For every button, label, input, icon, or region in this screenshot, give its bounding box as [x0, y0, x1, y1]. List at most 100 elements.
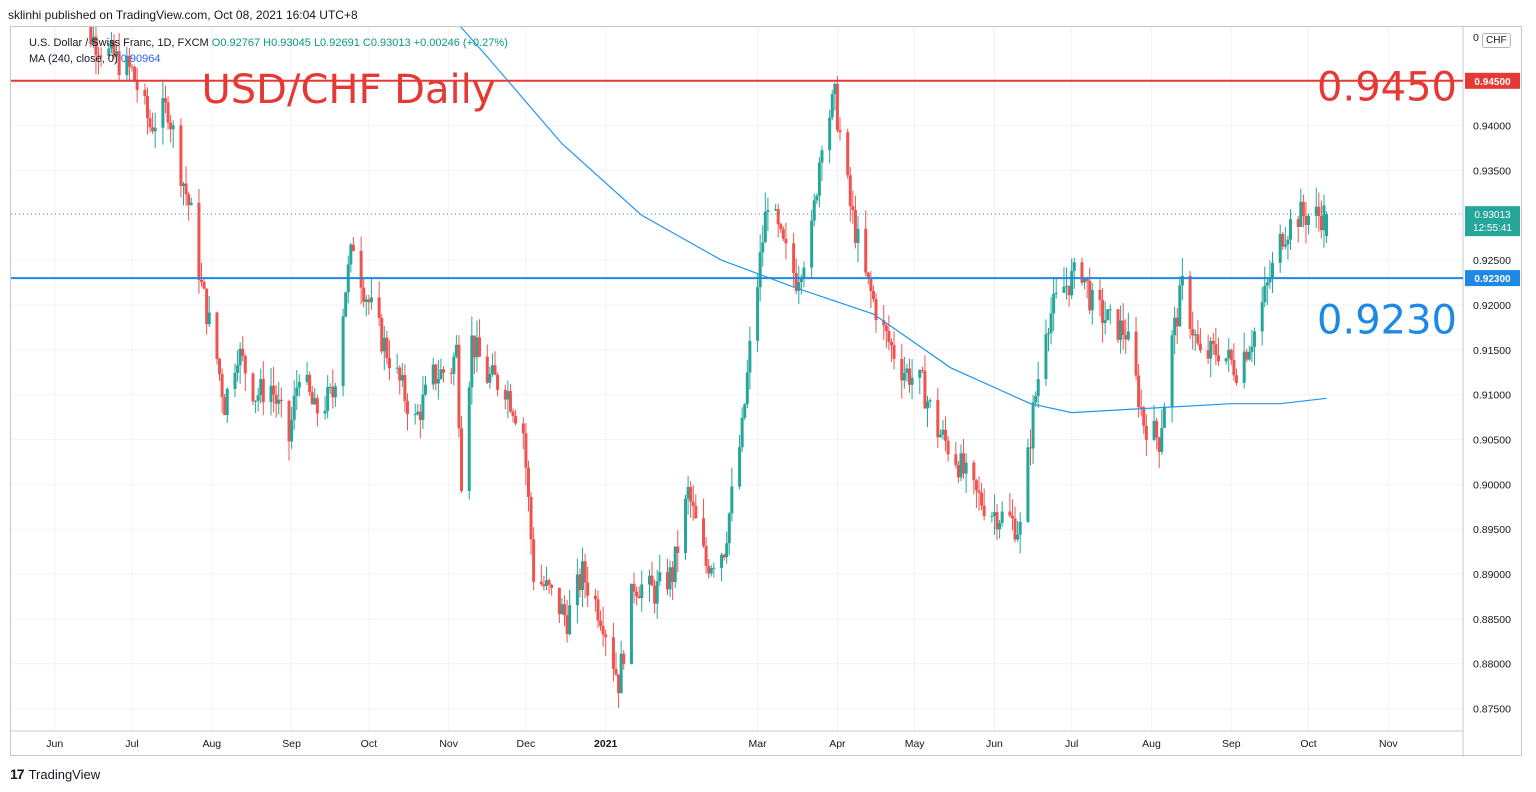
candle-up [926, 401, 930, 409]
candle-up [1252, 331, 1256, 347]
candle-up [709, 568, 713, 574]
candle-down [694, 505, 698, 519]
candle-down [135, 81, 139, 90]
candle-up [467, 387, 471, 491]
candle-up [295, 387, 299, 396]
candle-down [130, 66, 134, 68]
candle-down [179, 125, 183, 186]
candle-down [385, 337, 389, 359]
candle-up [107, 48, 111, 56]
time-tick-label: Aug [202, 738, 221, 750]
candle-up [761, 242, 765, 253]
candle-down [995, 512, 999, 530]
time-tick-label: 2021 [594, 738, 618, 750]
candle-down [617, 674, 621, 694]
candle-down [145, 95, 149, 119]
time-tick-label: Oct [1300, 738, 1316, 750]
candle-up [1224, 358, 1228, 362]
candle-down [835, 83, 839, 131]
candle-down [1139, 407, 1143, 409]
price-chart[interactable]: 0.945000.923000.875000.880000.885000.890… [11, 27, 1523, 757]
candle-down [583, 561, 587, 583]
chart-title-annotation: USD/CHF Daily [202, 67, 496, 113]
candle-down [215, 312, 219, 360]
candle-up [115, 51, 119, 57]
candle-down [457, 344, 461, 429]
candle-down [884, 325, 888, 332]
price-tick-label: 0.92500 [1473, 255, 1511, 267]
candle-up [259, 378, 263, 396]
candle-down [1281, 233, 1285, 247]
candle-down [117, 51, 121, 76]
candle-up [1160, 427, 1164, 452]
candle-up [928, 400, 932, 402]
candle-up [256, 395, 260, 401]
countdown-label: 12:55:41 [1473, 223, 1512, 234]
candle-down [508, 391, 512, 412]
candle-up [1049, 313, 1053, 333]
candle-up [1263, 285, 1267, 303]
ma-value: 0.90964 [120, 53, 161, 65]
candle-down [1214, 344, 1218, 356]
candle-up [1325, 214, 1329, 237]
candle-up [799, 278, 803, 283]
candle-down [503, 389, 507, 400]
ohlc-close: C0.93013 [362, 37, 411, 49]
candle-down [1121, 320, 1125, 336]
candle-down [1319, 215, 1323, 231]
candle-down [442, 369, 446, 373]
candle-down [944, 429, 948, 441]
time-tick-label: Jun [46, 738, 63, 750]
candle-down [218, 359, 222, 375]
candle-down [1088, 280, 1092, 311]
candle-up [490, 365, 494, 374]
candle-up [810, 220, 814, 268]
price-tick-label: 0 [1473, 32, 1479, 44]
candle-down [241, 348, 245, 356]
candle-down [449, 372, 453, 374]
time-tick-label: May [905, 738, 926, 750]
candle-up [369, 297, 373, 303]
candle-up [1270, 262, 1274, 280]
candle-up [998, 522, 1002, 530]
candle-down [94, 36, 98, 56]
candle-up [1054, 292, 1058, 294]
candle-down [200, 279, 204, 283]
candle-down [359, 250, 363, 288]
candle-up [1108, 309, 1112, 311]
candle-down [526, 467, 530, 497]
candle-down [946, 440, 950, 455]
candle-up [181, 183, 185, 186]
candle-down [593, 595, 597, 600]
currency-badge[interactable]: CHF [1482, 33, 1511, 48]
candle-down [637, 596, 641, 599]
support-axis-label: 0.92300 [1474, 274, 1511, 285]
candle-down [596, 599, 600, 621]
last-price-tag [1465, 206, 1520, 237]
candle-down [1080, 262, 1084, 283]
moving-average-line [460, 27, 1327, 414]
candle-up [1268, 279, 1272, 283]
support-annotation: 0.9230 [1317, 298, 1457, 344]
candle-down [1317, 206, 1321, 216]
candle-up [1180, 275, 1184, 286]
candle-up [207, 312, 211, 325]
candle-down [496, 374, 500, 390]
candle-down [1101, 299, 1105, 324]
price-tick-label: 0.92000 [1473, 300, 1511, 312]
candle-down [982, 505, 986, 517]
candle-down [1301, 201, 1305, 216]
last-price-label: 0.93013 [1474, 210, 1511, 221]
candle-up [725, 543, 729, 558]
candle-up [161, 98, 165, 128]
candle-up [305, 374, 309, 382]
candle-up [1307, 215, 1311, 226]
candle-down [377, 297, 381, 318]
candle-down [653, 585, 657, 604]
candle-down [133, 67, 137, 82]
candle-up [629, 583, 633, 664]
candle-up [992, 512, 996, 516]
candle-up [673, 546, 677, 582]
candle-down [1085, 277, 1089, 281]
candle-down [650, 575, 654, 586]
